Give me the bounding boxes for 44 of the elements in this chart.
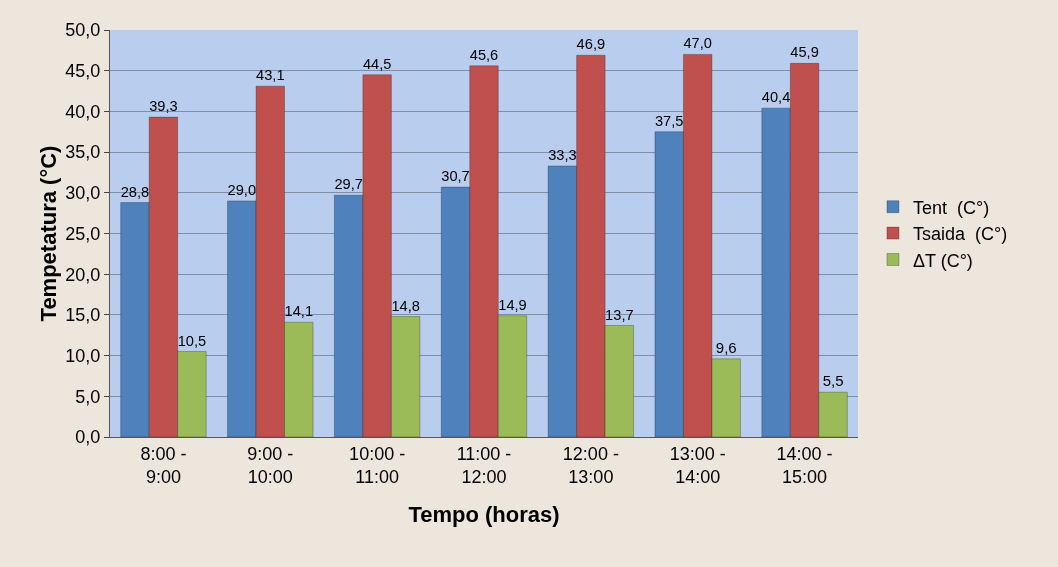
y-tick-label: 15,0 — [65, 305, 101, 326]
data-label: 44,5 — [362, 55, 392, 72]
x-tick-label: 14:00 - 15:00 — [776, 443, 833, 487]
data-label: 47,0 — [683, 35, 712, 52]
data-label: 39,3 — [149, 98, 178, 115]
y-tick-label: 25,0 — [65, 223, 101, 244]
legend-label: ΔT (C°) — [912, 250, 973, 271]
y-axis-title: Tempetatura (°C) — [36, 145, 61, 322]
x-tick-label: 12:00 - 13:00 — [562, 443, 619, 487]
data-label: 14,8 — [391, 297, 420, 314]
data-label: 28,8 — [120, 183, 150, 200]
data-label: 45,9 — [790, 44, 819, 61]
y-tick-label: 20,0 — [65, 264, 101, 285]
legend-label: Tent (C°) — [912, 197, 990, 218]
y-tick-label: 50,0 — [65, 20, 101, 41]
data-label: 14,9 — [498, 296, 527, 313]
data-label: 29,0 — [227, 182, 257, 199]
data-label: 29,7 — [334, 176, 363, 193]
y-tick-label: 10,0 — [65, 345, 101, 366]
data-label: 46,9 — [576, 36, 606, 53]
y-tick-label: 35,0 — [65, 142, 101, 163]
data-label: 30,7 — [441, 168, 470, 185]
data-label: 43,1 — [256, 67, 285, 84]
x-tick-label: 10:00 - 11:00 — [349, 443, 406, 487]
y-tick-label: 40,0 — [65, 101, 101, 122]
data-label: 14,1 — [284, 303, 314, 320]
data-label: 33,3 — [548, 147, 577, 164]
x-tick-label: 11:00 - 12:00 — [456, 443, 512, 487]
data-label: 10,5 — [177, 332, 207, 349]
y-tick-label: 0,0 — [75, 427, 101, 448]
data-label: 40,4 — [761, 89, 791, 106]
y-tick-label: 30,0 — [65, 183, 101, 204]
data-label: 9,6 — [715, 338, 737, 356]
data-label: 5,5 — [822, 372, 844, 390]
data-label: 13,7 — [605, 306, 634, 323]
x-tick-label: 13:00 - 14:00 — [669, 443, 726, 487]
data-label: 45,6 — [469, 46, 499, 63]
y-tick-label: 45,0 — [65, 61, 101, 81]
legend-label: Tsaida (C°) — [912, 224, 1008, 245]
y-tick-label: 5,0 — [75, 386, 101, 407]
x-tick-label: 9:00 - 10:00 — [247, 443, 294, 487]
data-label: 37,5 — [654, 112, 684, 129]
x-axis-title: Tempo (horas) — [408, 501, 560, 527]
x-tick-label: 8:00 - 9:00 — [140, 443, 187, 487]
